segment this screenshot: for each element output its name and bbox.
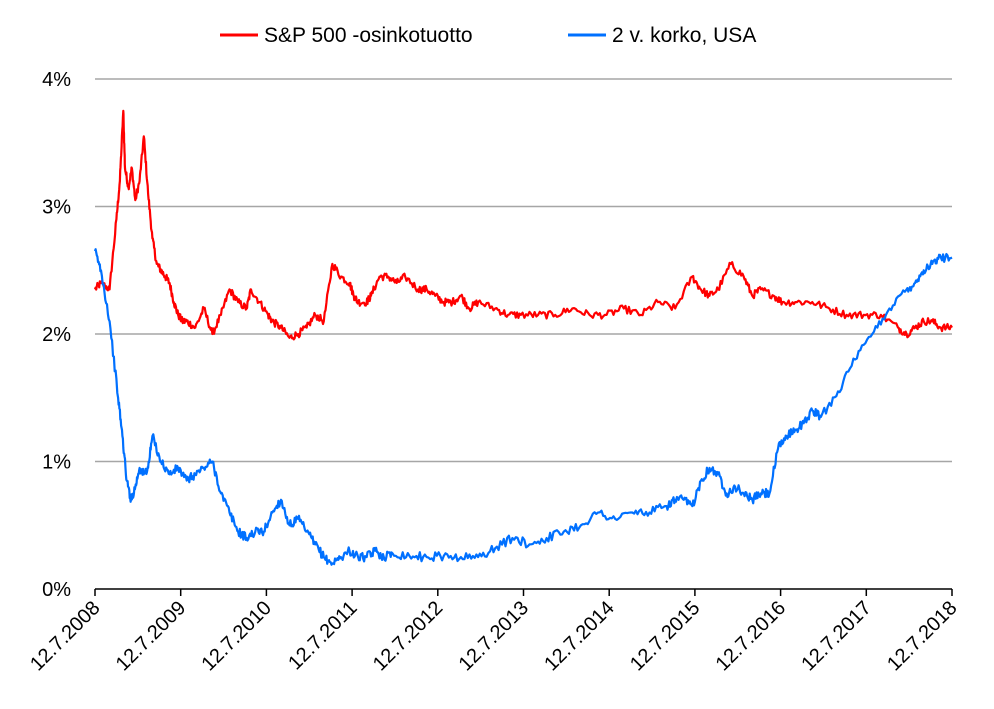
y-tick-label: 2% [42,324,71,346]
x-tick-label: 12.7.2012 [369,597,447,675]
y-axis-ticks: 0% 1% 2% 3% 4% [42,69,71,601]
x-tick-label: 12.7.2016 [712,597,790,675]
legend-label-us-2y-rate: 2 v. korko, USA [612,24,756,47]
x-tick-label: 12.7.2017 [797,597,875,675]
y-tick-label: 0% [42,579,71,601]
x-tick-label: 12.7.2011 [284,597,361,674]
series-lines [93,109,953,566]
x-tick-label: 12.7.2013 [455,597,533,675]
x-tick-label: 12.7.2015 [626,597,704,675]
x-tick-label: 12.7.2018 [883,597,961,675]
series-line-sp500 [93,109,953,341]
x-tick-label: 12.7.2008 [26,597,104,675]
y-tick-label: 4% [42,69,71,91]
legend-label-sp500: S&P 500 -osinkotuotto [264,24,473,47]
y-tick-label: 1% [42,452,71,474]
x-tick-label: 12.7.2009 [112,597,190,675]
y-tick-label: 3% [42,197,71,219]
series-line-us-2y-rate [93,248,953,566]
legend: S&P 500 -osinkotuotto 2 v. korko, USA [220,24,756,47]
x-tick-label: 12.7.2010 [197,597,275,675]
x-axis: 12.7.2008 12.7.2009 12.7.2010 12.7.2011 12.7… [26,588,962,675]
x-tick-label: 12.7.2014 [540,597,618,675]
gridlines [95,78,952,463]
